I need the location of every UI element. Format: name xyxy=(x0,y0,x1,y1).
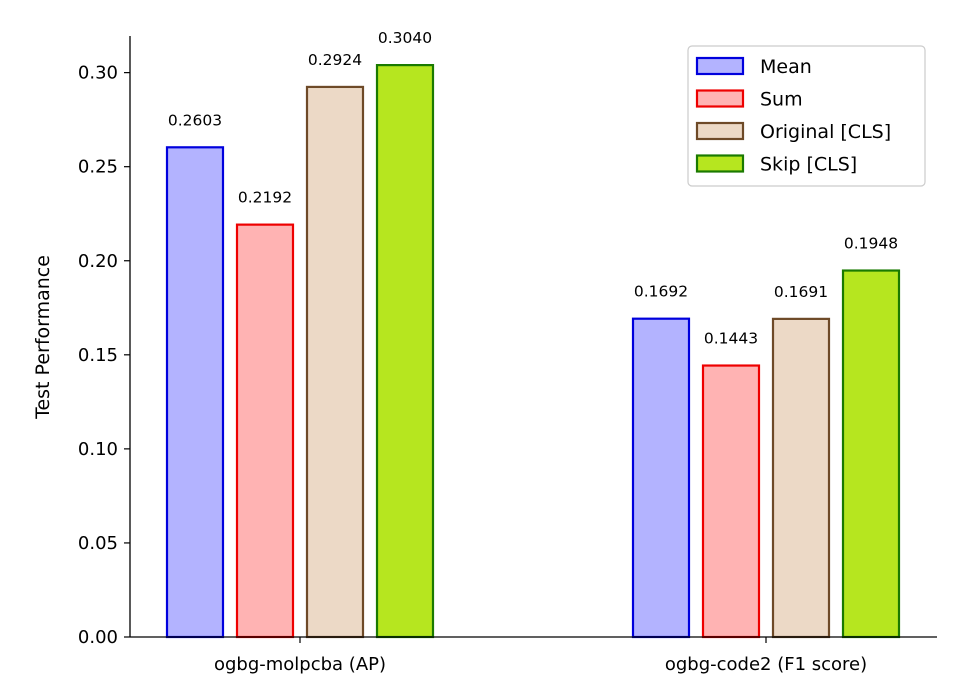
bar xyxy=(701,364,761,639)
bar xyxy=(235,223,295,639)
y-tick-label: 0.30 xyxy=(78,63,118,84)
legend-swatch xyxy=(695,121,745,141)
y-tick-label: 0.25 xyxy=(78,157,118,178)
value-label: 0.2924 xyxy=(308,51,362,69)
value-label: 0.1691 xyxy=(774,283,828,301)
bar xyxy=(375,63,435,639)
legend-swatch xyxy=(695,56,745,76)
bar xyxy=(165,146,225,639)
value-label: 0.1948 xyxy=(844,235,898,253)
bars xyxy=(165,63,901,639)
y-tick-label: 0.10 xyxy=(78,439,118,460)
legend-label: Sum xyxy=(760,89,803,111)
x-axis-ticks: ogbg-molpcba (AP) ogbg-code2 (F1 score) xyxy=(214,637,867,675)
legend-label: Mean xyxy=(760,56,812,78)
y-axis-ticks: 0.00 0.05 0.10 0.15 0.20 0.25 0.30 xyxy=(78,63,130,648)
value-label: 0.2192 xyxy=(238,189,292,207)
bar xyxy=(631,317,691,639)
legend-frame xyxy=(687,45,926,187)
y-tick-label: 0.20 xyxy=(78,251,118,272)
legend-label: Original [CLS] xyxy=(760,121,891,143)
value-label: 0.2603 xyxy=(168,111,222,129)
value-label: 0.3040 xyxy=(378,29,432,47)
legend-swatch xyxy=(695,89,745,108)
value-labels: 0.2603 0.2192 0.2924 0.3040 0.1692 0.1443 0.16… xyxy=(168,29,898,347)
x-tick-label: ogbg-molpcba (AP) xyxy=(214,654,386,675)
y-axis-label: Test Performance xyxy=(32,255,54,420)
y-tick-label: 0.00 xyxy=(78,627,118,648)
bar xyxy=(305,85,365,639)
x-tick-label: ogbg-code2 (F1 score) xyxy=(665,654,867,675)
y-tick-label: 0.15 xyxy=(78,345,118,366)
value-label: 0.1443 xyxy=(704,330,758,348)
bar xyxy=(841,269,901,639)
y-tick-label: 0.05 xyxy=(78,533,118,554)
legend-label: Skip [CLS] xyxy=(760,154,857,176)
legend-swatch xyxy=(695,154,745,173)
bar xyxy=(771,317,831,639)
value-label: 0.1692 xyxy=(634,283,688,301)
legend: Mean Sum Original [CLS] Skip [CLS] xyxy=(687,45,926,187)
